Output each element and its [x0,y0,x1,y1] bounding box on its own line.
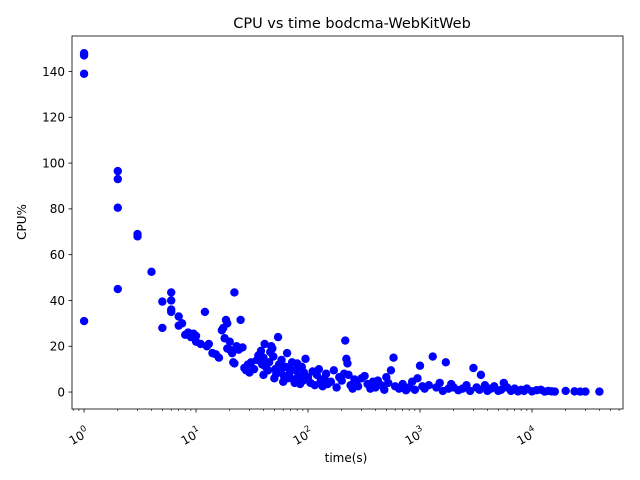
data-point [263,366,273,375]
x-axis-label: time(s) [325,451,368,465]
data-point [332,383,341,392]
data-point [269,352,278,361]
data-point [113,203,122,212]
y-axis-ticks: 0 20 40 60 80 100 120 140 [42,65,72,399]
data-point [79,69,89,78]
y-tick-label: 120 [42,111,65,125]
y-tick-label: 40 [50,294,65,308]
data-point [230,288,239,297]
data-point [200,307,210,317]
data-point [550,387,560,396]
data-points [79,48,604,396]
data-point [236,315,245,325]
data-point [595,387,604,396]
data-point [259,353,268,362]
data-point [344,370,353,380]
data-point [214,353,224,362]
y-axis-label: CPU% [15,204,29,240]
data-point [310,380,320,390]
x-tick-label: 103 [402,424,428,448]
y-tick-label: 140 [42,65,65,79]
data-point [282,348,292,358]
data-point [389,353,398,362]
data-point [341,336,350,345]
data-point [223,319,232,328]
data-point [158,323,167,333]
data-point [581,387,590,396]
data-point [256,346,266,356]
y-tick-label: 80 [50,202,65,216]
data-point [398,379,407,389]
data-point [337,376,346,385]
data-point [260,339,269,349]
x-minor-ticks [72,409,620,411]
data-point [227,348,237,358]
data-point [410,385,420,394]
x-axis-ticks: 100 101 102 103 104 [66,409,540,448]
data-point [415,361,425,370]
data-point [329,366,339,375]
data-point [238,343,247,352]
data-point [167,307,176,317]
data-point [301,354,310,364]
data-point [273,332,283,342]
data-point [225,337,234,346]
data-point [321,369,331,378]
data-point [413,374,422,383]
data-point [230,359,239,368]
data-point [469,363,478,373]
data-point [79,51,89,60]
data-point [428,352,437,361]
data-point [167,296,176,305]
data-point [113,174,122,184]
data-point [326,377,336,386]
data-point [561,386,570,396]
data-point [386,366,396,375]
data-point [167,288,176,297]
data-point [384,378,393,388]
y-tick-label: 20 [50,340,65,354]
data-point [476,370,486,380]
data-point [435,378,444,388]
plot-frame [71,35,624,410]
data-point [465,386,475,396]
data-point [191,331,201,341]
chart-title: CPU vs time bodcma-WebKitWeb [233,16,471,32]
data-point [147,267,156,277]
x-tick-label: 101 [178,424,204,448]
x-tick-label: 100 [66,424,92,448]
data-point [441,358,451,367]
x-tick-label: 104 [514,424,540,448]
data-point [380,385,389,394]
x-tick-label: 102 [290,424,316,448]
y-tick-label: 60 [50,248,65,262]
data-point [174,312,183,321]
data-point [314,364,324,374]
data-point [268,344,277,353]
data-point [277,355,286,365]
y-tick-label: 100 [42,156,65,170]
data-point [133,232,142,241]
data-point [79,316,89,326]
data-point [177,319,187,328]
data-point [158,297,167,306]
data-point [204,339,214,349]
data-point [353,382,363,391]
data-point [113,166,122,176]
data-point [343,359,352,368]
data-point [360,371,369,381]
y-tick-label: 0 [57,385,65,399]
data-point [113,284,122,294]
data-point [424,380,434,390]
data-point [249,364,259,374]
